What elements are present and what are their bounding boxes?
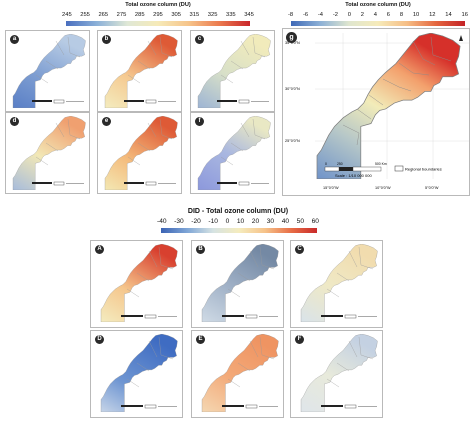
panel-a-badge: a (10, 35, 19, 44)
panel-D: D (90, 330, 183, 418)
panel-D-map (100, 334, 178, 412)
top-tick: 295 (153, 12, 163, 18)
g-legend-ticks: -8 -6 -4 -2 0 2 4 6 8 10 12 14 16 (288, 12, 468, 18)
top-colorbar (66, 21, 250, 26)
panel-d: d (5, 112, 90, 194)
g-scale-text: Scale : 1/10 000 000 (335, 173, 372, 178)
g-tick: 4 (373, 12, 378, 18)
did-tick: -20 (191, 218, 201, 225)
g-scale-tick: 0 (325, 162, 327, 166)
g-tick: -4 (317, 12, 324, 18)
did-tick: 40 (281, 218, 290, 225)
top-tick: 305 (171, 12, 181, 18)
panel-f-badge: f (195, 117, 204, 126)
did-tick: -30 (174, 218, 184, 225)
top-tick: 275 (116, 12, 127, 18)
panel-g-map: 35°0'0"N 30°0'0"N 25°0'0"N 0 250 500 Km … (285, 33, 469, 190)
panel-A-badge: A (95, 245, 104, 254)
did-legend-title: DID - Total ozone column (DU) (187, 208, 289, 215)
panel-C-map (300, 244, 378, 322)
top-tick: 255 (80, 12, 90, 18)
g-scale-tick: 250 (337, 162, 343, 166)
top-legend-title: Total ozone column (DU) (125, 2, 191, 8)
did-tick: 10 (236, 218, 245, 225)
g-tick: 14 (445, 12, 452, 18)
g-tick: 6 (386, 12, 391, 18)
panel-e-badge: e (102, 117, 111, 126)
g-tick: 2 (360, 12, 364, 18)
panel-c: c (190, 30, 275, 112)
g-tick: 8 (399, 12, 404, 18)
panel-B-badge: B (196, 245, 205, 254)
panel-b-map (104, 34, 178, 108)
g-scale-tick: 500 Km (375, 162, 387, 166)
panel-F-badge: F (295, 335, 304, 344)
g-lon-label: 5°0'0"W (425, 186, 439, 190)
did-tick: 30 (266, 218, 275, 225)
top-tick: 245 (62, 12, 72, 18)
did-colorbar (161, 228, 317, 233)
g-tick: 10 (412, 12, 420, 18)
g-tick: 12 (429, 12, 436, 18)
panel-d-badge: d (10, 117, 19, 126)
g-lon-label: 15°0'0"W (323, 186, 339, 190)
panel-F: F (290, 330, 383, 418)
panel-E: E (191, 330, 284, 418)
g-colorbar (291, 21, 465, 26)
did-tick: 0 (225, 218, 230, 225)
panel-g: g 35°0'0"N 30°0'0"N 25°0'0"N 0 250 500 K… (282, 28, 470, 196)
panel-b: b (97, 30, 182, 112)
panel-e-map (104, 116, 178, 190)
panel-E-badge: E (196, 335, 205, 344)
g-lat-label: 35°0'0"N (285, 41, 300, 45)
top-tick: 285 (134, 12, 145, 18)
panel-F-map (300, 334, 378, 412)
did-tick: -40 (157, 218, 167, 225)
g-lat-label: 25°0'0"N (285, 139, 300, 143)
panel-B-map (201, 244, 279, 322)
top-tick: 265 (98, 12, 109, 18)
g-lon-label: 10°0'0"W (375, 186, 391, 190)
top-tick: 335 (225, 12, 236, 18)
panel-B: B (191, 240, 284, 328)
panel-b-badge: b (102, 35, 111, 44)
did-tick: 60 (311, 218, 319, 225)
panel-f-map (197, 116, 271, 190)
top-tick: 315 (189, 12, 200, 18)
g-lat-label: 30°0'0"N (285, 87, 300, 91)
g-tick: -6 (302, 12, 309, 18)
g-tick: 0 (347, 12, 351, 18)
top-tick: 325 (207, 12, 218, 18)
panel-C-badge: C (295, 245, 304, 254)
top-tick: 345 (244, 12, 254, 18)
g-tick: -2 (332, 12, 338, 18)
g-legend-title: Total ozone column (DU) (345, 2, 411, 8)
did-legend-ticks: -40 -30 -20 -10 0 10 20 30 40 50 60 (157, 218, 319, 225)
panel-c-badge: c (195, 35, 204, 44)
panel-f: f (190, 112, 275, 194)
panel-g-badge: g (286, 32, 297, 43)
panel-C: C (290, 240, 383, 328)
panel-A-map (100, 244, 178, 322)
panel-a-map (12, 34, 86, 108)
g-tick: 16 (461, 12, 468, 18)
panel-E-map (201, 334, 279, 412)
did-tick: 20 (251, 218, 260, 225)
panel-d-map (12, 116, 86, 190)
top-legend-ticks: 245 255 265 275 285 295 305 315 325 335 … (62, 12, 254, 18)
panel-c-map (197, 34, 271, 108)
panel-e: e (97, 112, 182, 194)
panel-a: a (5, 30, 90, 112)
north-arrow-icon (459, 35, 463, 41)
panel-A: A (90, 240, 183, 328)
g-legend-text: Regional boundaries (405, 167, 442, 172)
panel-D-badge: D (95, 335, 104, 344)
did-tick: 50 (296, 218, 304, 225)
g-tick: -8 (288, 12, 294, 18)
did-tick: -10 (208, 218, 218, 225)
